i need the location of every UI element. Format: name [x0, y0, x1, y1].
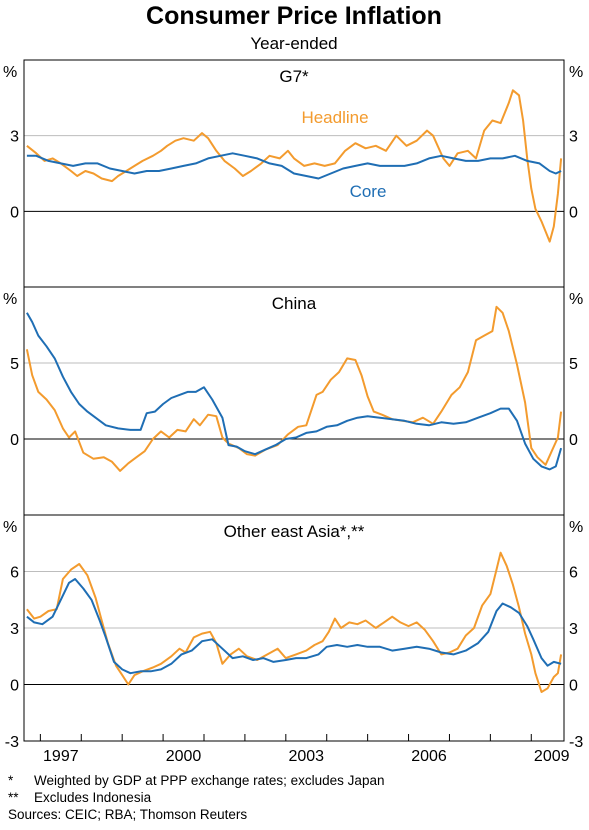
unit-label-left: % — [3, 519, 17, 536]
series-headline-line — [26, 551, 563, 693]
unit-label-left: % — [3, 291, 17, 308]
footnotes: * Weighted by GDP at PPP exchange rates; … — [8, 772, 583, 823]
x-tick-label: 2009 — [534, 748, 570, 765]
footnote-1: * Weighted by GDP at PPP exchange rates; … — [8, 772, 583, 789]
panel-title: China — [272, 294, 317, 313]
series-label-headline: Headline — [301, 108, 368, 127]
series-core-line — [26, 312, 563, 471]
series-headline-line — [26, 89, 563, 243]
y-tick-label-right: 0 — [569, 432, 578, 449]
panel-3 — [24, 551, 564, 693]
y-tick-label-left: 6 — [10, 565, 19, 582]
y-tick-label-right: 3 — [569, 129, 578, 146]
panel-2 — [24, 305, 564, 472]
x-tick-label: 2006 — [411, 748, 447, 765]
unit-label-right: % — [569, 519, 583, 536]
unit-label-right: % — [569, 291, 583, 308]
chart-title: Consumer Price Inflation — [146, 2, 442, 30]
panel-1 — [24, 89, 564, 243]
series-core-line — [26, 152, 562, 180]
y-tick-label-right: 3 — [569, 621, 578, 638]
y-tick-label-left: 0 — [10, 204, 19, 221]
x-tick-label: 1997 — [43, 748, 79, 765]
y-tick-label-left: 3 — [10, 129, 19, 146]
chart: Consumer Price Inflation Year-ended 0 0 3 3… — [3, 2, 583, 765]
unit-label-right: % — [569, 64, 583, 81]
y-tick-label-left: 3 — [10, 621, 19, 638]
y-tick-label-left: 0 — [10, 678, 19, 695]
x-tick-label: 2000 — [166, 748, 202, 765]
series-headline-line — [25, 305, 563, 472]
sources-note: Sources: CEIC; RBA; Thomson Reuters — [8, 807, 248, 822]
panel-title: G7* — [279, 67, 309, 86]
footnote-2-text: Excludes Indonesia — [34, 790, 152, 805]
series-label-core: Core — [350, 182, 387, 201]
footnote-2-mark: ** — [8, 790, 19, 805]
y-tick-label-right: 5 — [569, 356, 578, 373]
y-tick-label-right: 0 — [569, 204, 578, 221]
unit-label-left: % — [3, 64, 17, 81]
footnote-1-text: Weighted by GDP at PPP exchange rates; e… — [34, 773, 385, 788]
y-tick-label-right: 6 — [569, 565, 578, 582]
chart-subtitle: Year-ended — [250, 34, 337, 53]
series-core-line — [26, 578, 562, 675]
footnote-1-mark: * — [8, 773, 14, 788]
y-tick-label-left: -3 — [5, 734, 19, 751]
y-tick-label-left: 0 — [10, 432, 19, 449]
x-tick-label: 2003 — [288, 748, 324, 765]
y-tick-label-right: -3 — [569, 734, 583, 751]
footnote-2: ** Excludes Indonesia — [8, 789, 583, 806]
y-tick-label-left: 5 — [10, 356, 19, 373]
panel-title: Other east Asia*,** — [224, 522, 365, 541]
y-tick-label-right: 0 — [569, 678, 578, 695]
plot-frame — [23, 59, 565, 742]
